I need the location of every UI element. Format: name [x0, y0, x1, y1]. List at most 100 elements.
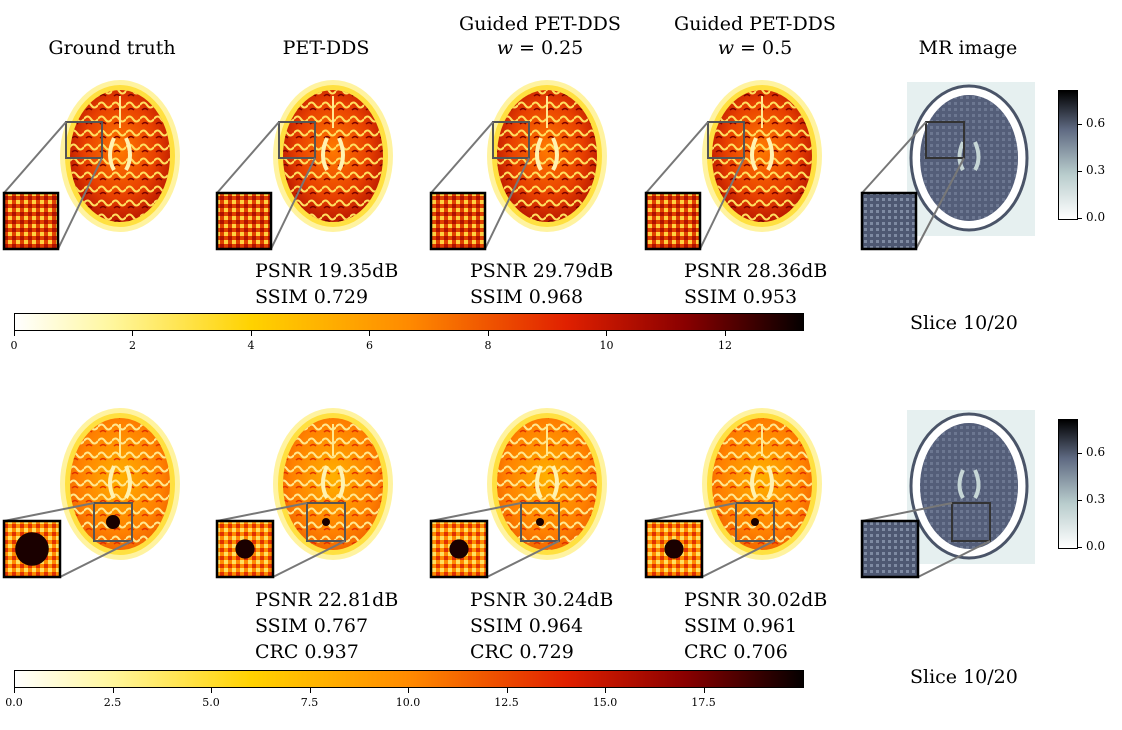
colorbar-tick-mark [132, 331, 134, 336]
zoom-region-box [492, 121, 530, 159]
zoom-connector [484, 157, 530, 250]
ventricles [321, 465, 345, 499]
colorbar-tick-label: 0.0 [5, 696, 23, 709]
column-title-weight: w = 0.5 [655, 36, 855, 60]
ventricles [535, 465, 559, 499]
zoom-connector [701, 540, 775, 578]
ssim-value: SSIM 0.767 [255, 615, 369, 637]
zoom-region-box [278, 121, 316, 159]
colorbar-tick-mark [605, 688, 606, 693]
zoom-connector [861, 502, 953, 522]
mr-colorbar-tick-label: 0.6 [1086, 445, 1106, 460]
zoom-region-box [306, 502, 346, 542]
colorbar-tick-label: 7.5 [300, 696, 319, 709]
mr-colorbar-tick-label: 0.3 [1086, 163, 1106, 178]
colorbar-tick-label: 10.0 [395, 696, 421, 709]
zoom-connector [915, 157, 965, 250]
mr-colorbar-tick-mark [1077, 124, 1082, 126]
lesion-zoomed [664, 539, 684, 559]
slice-label-row2: Slice 10/20 [910, 666, 1018, 688]
mr-ventricles [957, 469, 981, 500]
column-title-pet-dds: PET-DDS [226, 36, 426, 60]
crc-value: CRC 0.706 [684, 641, 788, 663]
colorbar-tick-label: 5.0 [202, 696, 220, 709]
pet-brain-slice [429, 80, 607, 251]
zoom-region-box [951, 502, 991, 542]
zoom-connector [270, 157, 316, 250]
pet-brain-slice [2, 408, 180, 579]
colorbar-tick-mark [112, 688, 114, 693]
zoom-inset [429, 191, 487, 251]
colorbar-tick-label: 8 [484, 339, 492, 352]
colorbar-tick-mark [506, 688, 508, 693]
colorbar-tick-label: 12.5 [494, 696, 519, 709]
zoom-region-box [925, 121, 965, 159]
colorbar-tick-label: 2.5 [103, 696, 122, 709]
colorbar-tick-mark [14, 688, 15, 693]
psnr-value: PSNR 19.35dB [255, 260, 399, 282]
column-title-text: Guided PET-DDS [674, 13, 836, 35]
mr-texture [920, 95, 1018, 221]
zoom-connector [59, 540, 133, 578]
column-title-guided-025: Guided PET-DDS w = 0.25 [440, 12, 640, 60]
metrics-row2-guided-05: PSNR 30.02dB SSIM 0.961 CRC 0.706 [684, 587, 827, 665]
colorbar-tick-mark [408, 688, 409, 693]
mr-brain-slice [860, 82, 1035, 251]
zoom-connector [272, 540, 346, 578]
zoom-inset [644, 519, 704, 579]
column-title-ground-truth: Ground truth [12, 36, 212, 60]
zoom-connector [3, 502, 95, 522]
crc-value: CRC 0.937 [255, 641, 359, 663]
colorbar-tick-label: 10 [599, 339, 614, 352]
lesion [536, 518, 544, 526]
colorbar-tick-label: 15.0 [592, 696, 618, 709]
zoom-inset [644, 191, 702, 251]
pet-brain-slice [644, 408, 822, 579]
ventricles [750, 137, 774, 171]
column-title-text: Ground truth [48, 37, 176, 59]
zoom-inset [215, 191, 273, 251]
metrics-row1-pet-dds: PSNR 19.35dB SSIM 0.729 [255, 258, 398, 310]
zoom-region-box [735, 502, 775, 542]
zoom-region-box [65, 121, 103, 159]
mr-colorbar-tick-mark [1077, 453, 1082, 455]
zoom-connector [430, 502, 522, 522]
slice-label-row1: Slice 10/20 [910, 312, 1018, 334]
psnr-value: PSNR 29.79dB [470, 260, 614, 282]
zoom-connector [3, 121, 67, 194]
ssim-value: SSIM 0.964 [470, 615, 584, 637]
mr-colorbar-tick-mark [1077, 547, 1082, 548]
pet-brain-slice [429, 408, 607, 579]
column-title-mr-image: MR image [868, 36, 1068, 60]
mr-colorbar-tick-mark [1077, 218, 1082, 219]
ventricles [108, 137, 132, 171]
zoom-connector [216, 121, 280, 194]
colorbar-tick-mark [487, 331, 489, 336]
mr-colorbar-row1 [1058, 90, 1078, 220]
weight-symbol: w [496, 37, 513, 59]
zoom-connector [861, 121, 927, 194]
colorbar-row1 [14, 313, 804, 331]
pet-brain-slice [215, 80, 393, 251]
ventricles [108, 465, 132, 499]
mr-colorbar-tick-mark [1077, 171, 1082, 173]
mr-brain-slice [860, 410, 1035, 579]
mr-colorbar-tick-label: 0.0 [1086, 539, 1106, 553]
psnr-value: PSNR 28.36dB [684, 260, 828, 282]
ventricles [750, 465, 774, 499]
colorbar-tick-label: 12 [717, 339, 732, 352]
ssim-value: SSIM 0.961 [684, 615, 798, 637]
colorbar-tick-mark [724, 331, 726, 336]
weight-value: = 0.25 [512, 37, 584, 59]
mr-colorbar-tick-label: 0.0 [1086, 210, 1106, 224]
ventricles [535, 137, 559, 171]
column-title-text: PET-DDS [282, 37, 370, 59]
colorbar-tick-mark [606, 331, 608, 336]
pet-brain-slice [644, 80, 822, 251]
metrics-row2-guided-025: PSNR 30.24dB SSIM 0.964 CRC 0.729 [470, 587, 613, 665]
colorbar-tick-mark [703, 688, 705, 693]
zoom-connector [216, 502, 308, 522]
psnr-value: PSNR 22.81dB [255, 589, 399, 611]
column-title-guided-05: Guided PET-DDS w = 0.5 [655, 12, 855, 60]
